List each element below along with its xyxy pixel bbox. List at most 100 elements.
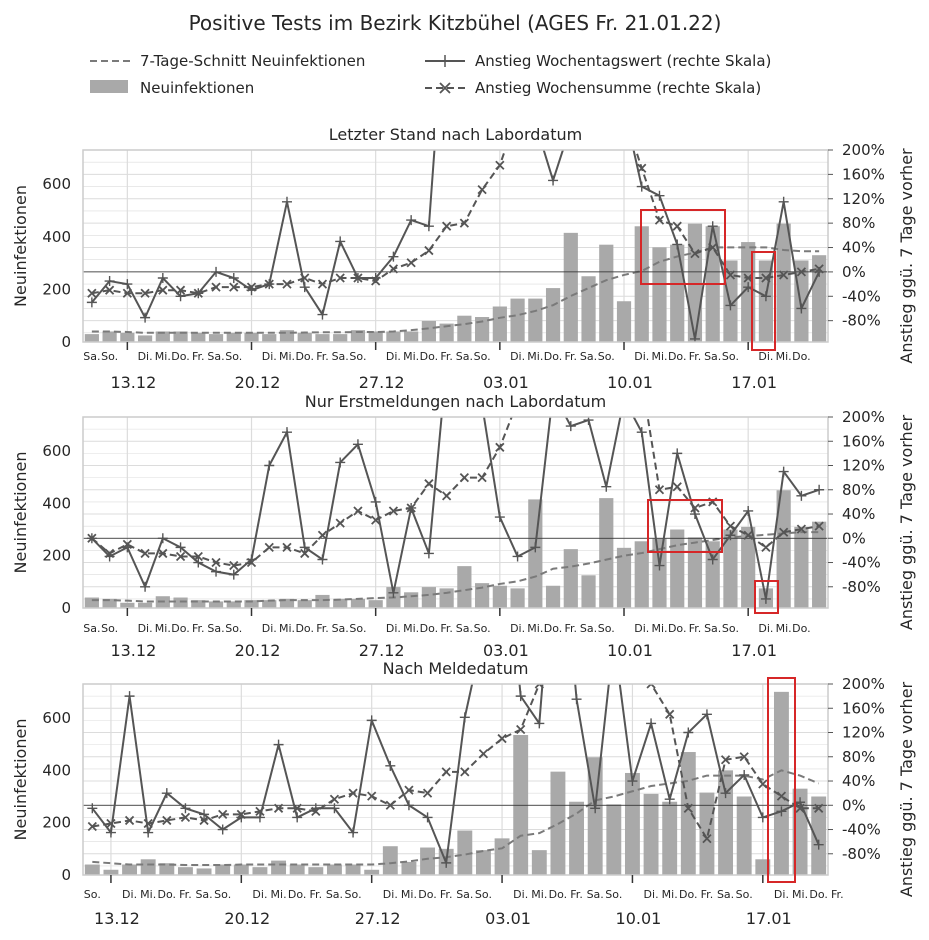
day-tick-label: Di. — [634, 622, 649, 635]
weekday-point — [87, 803, 98, 814]
day-tick-label: Fr. — [565, 350, 578, 363]
weekday-point — [299, 542, 310, 553]
weeksum-point — [459, 218, 470, 228]
week-tick-label: 03.01 — [483, 641, 529, 660]
day-tick-label: Do. — [792, 622, 811, 635]
panel-frame — [82, 149, 829, 343]
bar — [528, 499, 543, 608]
highlight-box — [751, 251, 776, 351]
weeksum-point — [422, 788, 433, 798]
day-tick-label: Fr. — [310, 888, 323, 901]
weeksum-point — [725, 521, 736, 531]
panel-2: Nur Erstmeldungen nach Labordatum 0 200 400… — [11, 392, 916, 660]
day-tick-label: Fr. — [831, 888, 844, 901]
weekday-point — [760, 291, 771, 302]
legend: 7-Tage-Schnitt Neuinfektionen Neuinfekti… — [90, 52, 771, 97]
bar — [510, 588, 525, 608]
day-tick-label: Mi. — [140, 888, 156, 901]
day-tick-label: Di. — [138, 350, 153, 363]
day-tick-label: Do. — [418, 888, 437, 901]
left-tick-label: 600 — [42, 442, 71, 460]
left-tick-label: 400 — [42, 494, 71, 512]
weekday-point — [273, 739, 284, 750]
day-tick-label: Mi. — [792, 888, 808, 901]
weekday-point — [707, 554, 718, 565]
legend-weekday-label: Anstieg Wochentagswert (rechte Skala) — [475, 52, 771, 70]
week-tick-label: 13.12 — [110, 641, 156, 660]
right-tick-label: 200% — [842, 408, 885, 426]
weeksum-point — [796, 524, 807, 534]
weekday-point — [672, 239, 683, 250]
weekday-point — [299, 282, 310, 293]
weekday-point — [86, 297, 97, 308]
day-tick-label: So. — [349, 350, 366, 363]
day-tick-label: Di. — [122, 888, 137, 901]
day-tick-label: Mi. — [155, 350, 171, 363]
weeksum-point — [300, 548, 310, 559]
bar — [755, 859, 771, 875]
day-tick-label: Di. — [774, 888, 789, 901]
bar — [279, 598, 295, 608]
day-tick-label: So. — [225, 622, 242, 635]
day-tick-label: Fr. — [440, 350, 453, 363]
weeksum-point — [702, 833, 712, 844]
day-tick-label: Do. — [544, 350, 563, 363]
day-tick-label: Di. — [510, 350, 525, 363]
right-tick-label: 160% — [842, 165, 885, 183]
day-tick-label: Sa. — [456, 350, 473, 363]
weekday-point — [264, 279, 275, 290]
day-tick-label: Mi. — [776, 622, 792, 635]
weekday-point — [157, 273, 168, 283]
day-tick-label: Fr. — [565, 622, 578, 635]
weeksum-point — [106, 818, 116, 829]
weekday-point — [175, 542, 186, 553]
weeksum-point — [665, 709, 675, 719]
y-axis-label-right: Anstieg ggü. 7 Tage vorher — [897, 681, 916, 897]
bar — [103, 869, 119, 875]
day-tick-label: Mi. — [527, 622, 543, 635]
bar — [84, 334, 99, 342]
day-tick-label: Fr. — [179, 888, 192, 901]
bar — [475, 583, 490, 608]
week-tick-label: 03.01 — [485, 909, 531, 928]
day-tick-label: Fr. — [316, 350, 329, 363]
weekday-point — [571, 694, 582, 705]
weeksum-point — [317, 279, 328, 289]
weeksum-point — [477, 184, 487, 195]
weeksum-point — [229, 282, 239, 292]
weekday-point — [193, 288, 204, 299]
weekday-point — [388, 251, 399, 262]
weekday-point — [814, 484, 825, 495]
day-tick-label: Mi. — [651, 622, 667, 635]
weeksum-point — [779, 270, 789, 280]
right-tick-label: -40% — [842, 821, 881, 839]
day-tick-label: Di. — [758, 622, 773, 635]
weekday-point — [796, 490, 807, 501]
weeksum-point — [441, 767, 451, 777]
day-tick-label: Di. — [252, 888, 267, 901]
bar — [226, 601, 241, 608]
bar — [680, 752, 696, 875]
bar — [606, 804, 622, 875]
day-tick-label: Do. — [792, 350, 811, 363]
left-tick-label: 200 — [42, 814, 71, 832]
day-tick-label: Mi. — [279, 350, 295, 363]
weekday-point — [760, 593, 771, 604]
weekday-point — [348, 827, 359, 838]
bar — [262, 600, 277, 608]
day-tick-label: Sa. — [332, 622, 349, 635]
weeksum-point — [211, 557, 221, 568]
day-tick-label: Di. — [386, 622, 401, 635]
right-tick-label: 0% — [842, 796, 866, 814]
right-tick-label: 200% — [842, 675, 885, 693]
day-tick-label: Fr. — [570, 888, 583, 901]
weekday-point — [335, 457, 346, 468]
day-tick-label: Do. — [668, 350, 687, 363]
right-tick-label: 40% — [842, 772, 875, 790]
weekday-point — [352, 439, 363, 450]
weekday-point — [228, 569, 239, 580]
bar — [244, 600, 259, 608]
bar — [404, 331, 419, 342]
right-tick-label: 80% — [842, 214, 875, 232]
